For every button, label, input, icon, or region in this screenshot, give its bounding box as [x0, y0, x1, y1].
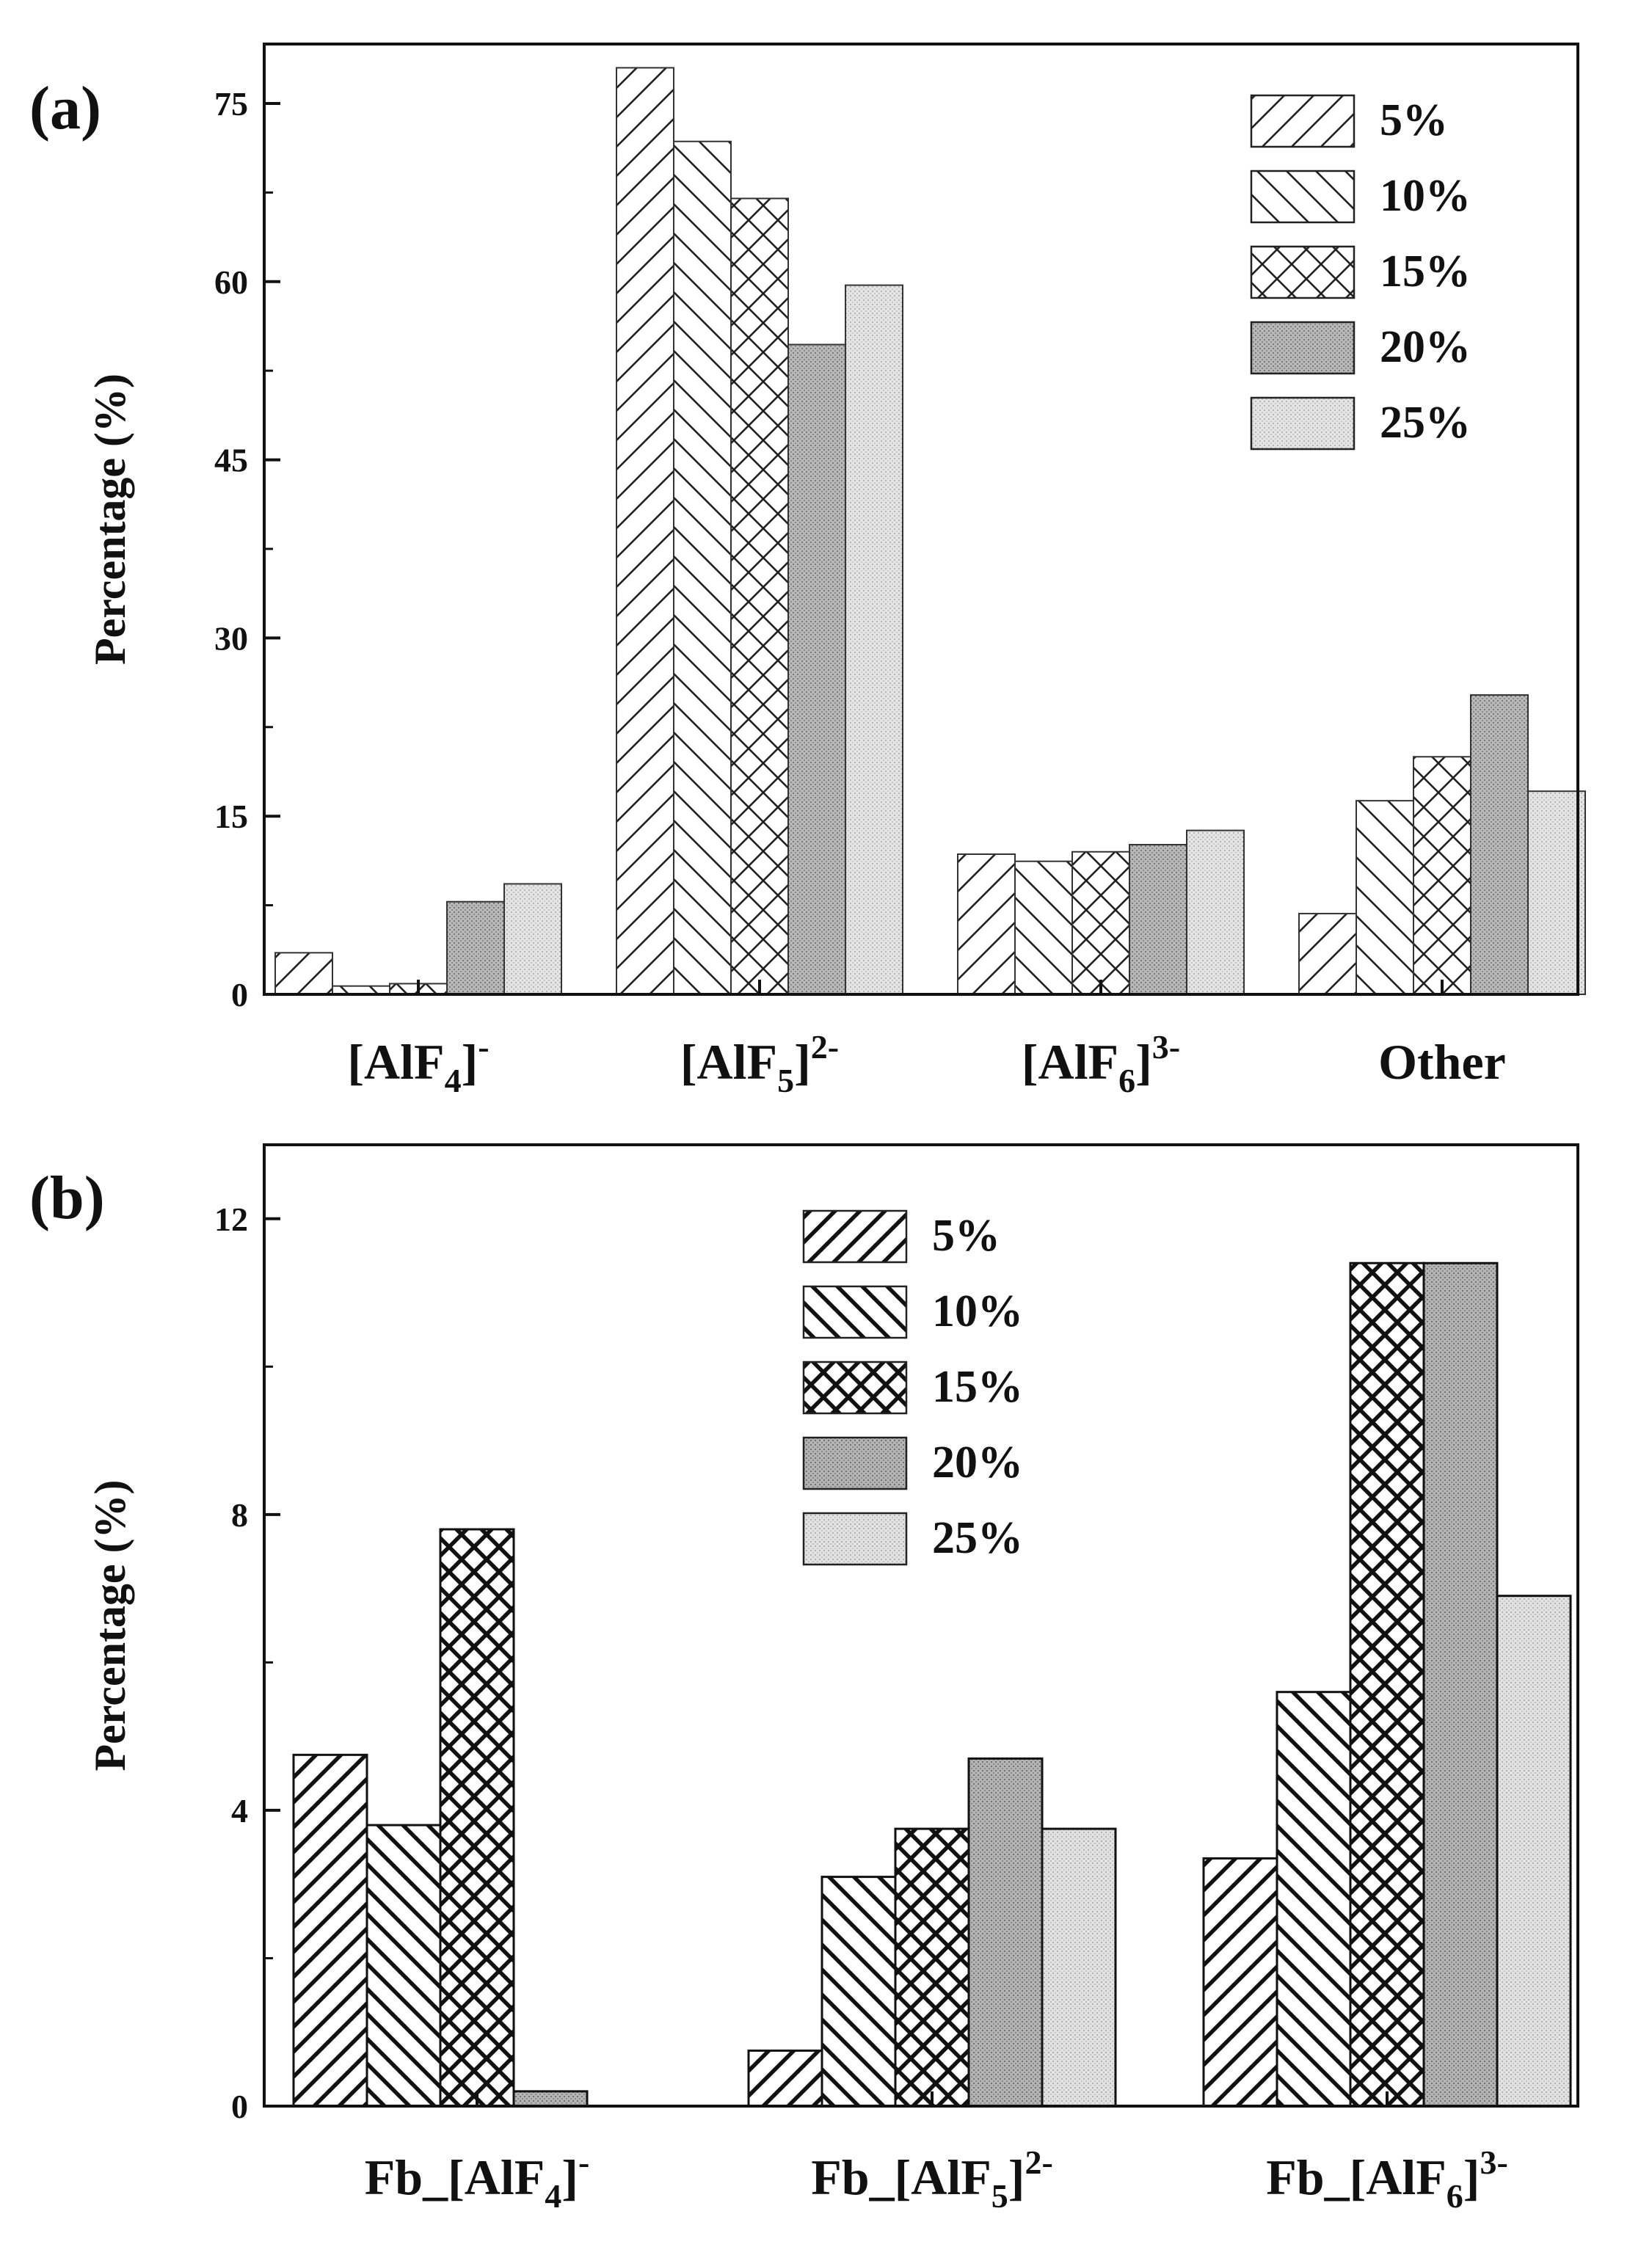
y-tick-label: 15 [214, 798, 248, 835]
bar-25pct-0 [503, 883, 562, 996]
bar-10pct-0 [365, 1824, 442, 2108]
x-tick-label: Other [1378, 1034, 1506, 1090]
bar-5pct-2 [1202, 1857, 1278, 2108]
legend: 5% 10% 15% 20% 25% [1250, 94, 1471, 451]
bar-20pct-1 [967, 1757, 1044, 2108]
plot-frame [263, 43, 1579, 996]
legend-swatch [1250, 396, 1356, 451]
bar-20pct-0 [512, 2090, 589, 2108]
legend-swatch [1250, 321, 1356, 375]
x-tick-label: [AlF6]3- [1022, 1028, 1180, 1099]
bar-25pct-3 [1527, 790, 1586, 995]
bar-25pct-2 [1496, 1595, 1572, 2108]
x-tick-label: Fb_[AlF6]3- [1266, 2144, 1508, 2215]
legend-label: 15% [932, 1362, 1023, 1412]
y-axis-title: Percentage (%) [86, 374, 134, 665]
x-tick-label: [AlF4]- [347, 1028, 489, 1099]
bar-15pct-0 [439, 1528, 515, 2108]
bar-10pct-2 [1014, 860, 1073, 995]
bar-5pct-1 [616, 67, 674, 995]
y-tick-label: 0 [231, 2088, 248, 2125]
y-axis-title: Percentage (%) [86, 1479, 134, 1771]
legend-label: 20% [1380, 322, 1471, 372]
bar-25pct-2 [1186, 829, 1245, 996]
bar-10pct-2 [1276, 1691, 1352, 2108]
bar-10pct-3 [1356, 800, 1414, 996]
y-tick-label: 0 [231, 976, 248, 1013]
legend-label: 25% [1380, 398, 1471, 448]
legend: 5% 10% 15% 20% 25% [802, 1209, 1023, 1566]
y-tick-label: 60 [214, 263, 248, 301]
x-tick-label: Fb_[AlF5]2- [811, 2144, 1053, 2215]
bar-20pct-2 [1129, 844, 1187, 995]
bar-15pct-3 [1413, 756, 1471, 995]
legend-swatch [802, 1436, 908, 1490]
bar-20pct-2 [1422, 1261, 1499, 2108]
y-tick-label: 12 [214, 1201, 248, 1238]
y-tick-label: 45 [214, 442, 248, 479]
y-tick-label: 75 [214, 85, 248, 123]
legend-swatch [1250, 94, 1356, 148]
legend-swatch [802, 1512, 908, 1566]
bar-5pct-2 [957, 853, 1016, 996]
chart-panel-a: 0 15 30 45 60 75 [AlF4]- [AlF5]2- [AlF6]3- Other P… [29, 43, 1586, 1099]
legend-label: 20% [932, 1438, 1023, 1487]
bar-15pct-2 [1349, 1261, 1425, 2108]
panel-label: (b) [29, 1164, 105, 1232]
legend-swatch [1250, 245, 1356, 299]
panel-label: (a) [29, 74, 101, 142]
legend-swatch [1250, 170, 1356, 224]
y-tick-label: 8 [231, 1496, 248, 1534]
bar-20pct-3 [1470, 694, 1529, 995]
legend-label: 5% [932, 1211, 1000, 1261]
x-tick-label: [AlF5]2- [680, 1028, 839, 1099]
chart-panel-b: 0 4 8 12 Fb_[AlF4]- Fb_[AlF5]2- Fb_[AlF6]3- Per… [29, 1143, 1579, 2215]
bar-10pct-1 [820, 1876, 897, 2108]
bar-25pct-1 [845, 284, 903, 995]
legend-label: 5% [1380, 95, 1448, 145]
legend-label: 10% [1380, 171, 1471, 221]
bar-15pct-2 [1071, 851, 1130, 995]
x-tick-label: Fb_[AlF4]- [365, 2144, 590, 2215]
bar-20pct-1 [787, 343, 846, 995]
legend-label: 15% [1380, 247, 1471, 296]
bar-5pct-0 [292, 1753, 368, 2108]
legend-swatch [802, 1285, 908, 1339]
legend-label: 25% [932, 1513, 1023, 1563]
bar-20pct-0 [446, 900, 505, 996]
bar-15pct-1 [894, 1827, 970, 2108]
bar-5pct-3 [1298, 912, 1357, 996]
bar-15pct-1 [730, 197, 789, 995]
bar-5pct-0 [274, 952, 333, 995]
y-tick-label: 30 [214, 619, 248, 657]
plot-frame [263, 1143, 1579, 2108]
legend-swatch [802, 1209, 908, 1264]
legend-label: 10% [932, 1286, 1023, 1336]
legend-swatch [802, 1361, 908, 1415]
bar-5pct-1 [747, 2049, 823, 2108]
bar-10pct-1 [673, 140, 732, 995]
bar-25pct-1 [1041, 1827, 1117, 2108]
y-tick-label: 4 [231, 1792, 248, 1829]
